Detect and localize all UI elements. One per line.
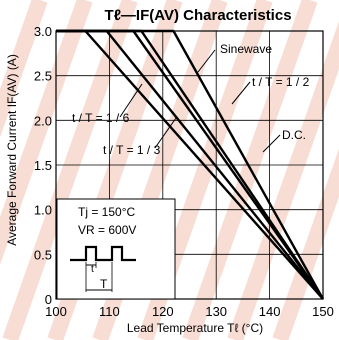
annotation-t-over-t-sixth: t / T = 1 / 6 xyxy=(72,111,130,125)
x-tick-label: 100 xyxy=(45,304,67,319)
inset-frame xyxy=(56,198,176,300)
background-stripe xyxy=(2,0,138,340)
y-tick-label: 1.5 xyxy=(34,158,52,173)
background-stripe xyxy=(227,21,339,340)
tick-labels: 100 110 120 130 140 150 0 0.5 1.0 1.5 2.0 2.5 3.0 xyxy=(34,24,334,319)
inset-vr: VR = 600V xyxy=(78,223,136,237)
background-stripe xyxy=(0,0,93,265)
y-tick-label: 3.0 xyxy=(34,24,52,39)
annotation-leader-line xyxy=(154,117,177,149)
inset-pulse-t-label: t xyxy=(91,264,94,275)
y-tick-label: 2.5 xyxy=(34,69,52,84)
x-axis-title: Lead Temperature Tℓ (°C) xyxy=(127,321,263,335)
series-line xyxy=(56,29,325,300)
annotation-leader-line xyxy=(197,49,216,73)
annotation-sinewave: Sinewave xyxy=(220,42,272,56)
inset-panel xyxy=(56,198,176,300)
background-stripe xyxy=(0,0,48,138)
x-tick-label: 120 xyxy=(152,304,174,319)
annotation-t-over-t-half: t / T = 1 / 2 xyxy=(252,75,310,89)
y-tick-label: 0 xyxy=(45,292,52,307)
x-tick-label: 140 xyxy=(259,304,281,319)
x-tick-label: 150 xyxy=(312,304,334,319)
inset-tj: Tj = 150°C xyxy=(78,205,135,219)
inset-pulse-waveform xyxy=(70,245,136,262)
series-group xyxy=(56,29,325,300)
annotation-dc: D.C. xyxy=(282,128,306,142)
annotation-leader-line xyxy=(119,83,143,118)
annotation-leader-line xyxy=(262,134,281,153)
plot-frame xyxy=(55,30,324,300)
annotation-t-over-t-third: t / T = 1 / 3 xyxy=(103,143,161,157)
x-tick-label: 130 xyxy=(205,304,227,319)
y-tick-label: 2.0 xyxy=(34,113,52,128)
chart-title: Tℓ—IF(AV) Characteristics xyxy=(104,7,291,24)
x-tick-label: 110 xyxy=(99,304,120,319)
inset-period-label: T xyxy=(100,277,108,291)
annotation-leader-line xyxy=(231,81,251,105)
y-tick-label: 1.0 xyxy=(34,203,52,218)
background-stripe xyxy=(272,148,339,340)
y-tick-label: 0.5 xyxy=(34,247,52,262)
y-axis-title: Average Forward Current IF(AV) (A) xyxy=(5,54,19,246)
